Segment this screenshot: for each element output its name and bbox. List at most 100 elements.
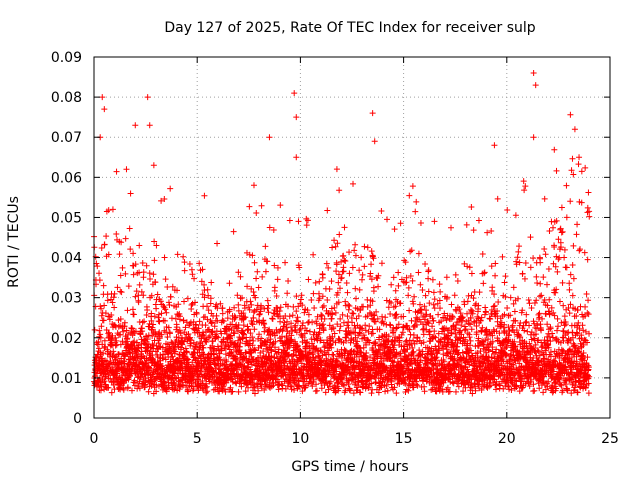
- data-point: [228, 375, 235, 382]
- data-point: [191, 275, 198, 282]
- data-point: [357, 307, 364, 314]
- data-point: [246, 203, 253, 210]
- data-point: [320, 302, 327, 309]
- data-point: [321, 315, 328, 322]
- data-point: [151, 238, 158, 245]
- data-point: [352, 241, 359, 248]
- data-point: [318, 380, 325, 387]
- data-point: [258, 304, 265, 311]
- data-point: [102, 310, 109, 317]
- data-point: [361, 243, 368, 250]
- data-point: [108, 336, 115, 343]
- data-point: [227, 332, 234, 339]
- data-point: [185, 356, 192, 363]
- data-point: [239, 294, 246, 301]
- data-point: [301, 330, 308, 337]
- data-point: [327, 378, 334, 385]
- data-point: [145, 332, 152, 339]
- data-point: [340, 268, 347, 275]
- data-point: [356, 330, 363, 337]
- data-point: [274, 264, 281, 271]
- data-point: [240, 331, 247, 338]
- data-point: [91, 326, 98, 333]
- data-point: [167, 185, 174, 192]
- data-point: [95, 338, 102, 345]
- data-point: [286, 217, 293, 224]
- data-point: [188, 365, 195, 372]
- data-point: [316, 295, 323, 302]
- data-point: [355, 312, 362, 319]
- data-point: [109, 206, 116, 213]
- data-point: [161, 195, 168, 202]
- data-point: [207, 332, 214, 339]
- data-point: [110, 294, 117, 301]
- data-point: [126, 349, 133, 356]
- data-point: [320, 327, 327, 334]
- data-point: [265, 309, 272, 316]
- data-point: [189, 359, 196, 366]
- data-point: [193, 310, 200, 317]
- data-point: [155, 311, 162, 318]
- data-point: [242, 314, 249, 321]
- data-point: [310, 251, 317, 258]
- data-point: [249, 334, 256, 341]
- data-point: [100, 358, 107, 365]
- data-point: [181, 259, 188, 266]
- data-point: [352, 285, 359, 292]
- data-point: [247, 330, 254, 337]
- data-point: [334, 289, 341, 296]
- data-point: [303, 340, 310, 347]
- data-point: [331, 237, 338, 244]
- data-point: [130, 250, 137, 257]
- data-point: [161, 317, 168, 324]
- data-point: [250, 288, 257, 295]
- data-point: [114, 370, 121, 377]
- data-point: [143, 311, 150, 318]
- data-point: [335, 385, 342, 392]
- data-point: [108, 341, 115, 348]
- data-point: [264, 305, 271, 312]
- data-point: [162, 306, 169, 313]
- data-point: [363, 341, 370, 348]
- data-point: [248, 361, 255, 368]
- data-point: [273, 293, 280, 300]
- data-point: [155, 318, 162, 325]
- data-point: [253, 209, 260, 216]
- data-point: [153, 382, 160, 389]
- data-point: [198, 278, 205, 285]
- data-point: [279, 327, 286, 334]
- data-point: [310, 376, 317, 383]
- data-point: [255, 284, 262, 291]
- data-point: [342, 298, 349, 305]
- data-point: [301, 309, 308, 316]
- data-point: [303, 327, 310, 334]
- data-point: [327, 341, 334, 348]
- data-point: [153, 388, 160, 395]
- data-point: [361, 335, 368, 342]
- data-point: [201, 294, 208, 301]
- data-point: [240, 330, 247, 337]
- data-point: [251, 390, 258, 397]
- data-point: [176, 386, 183, 393]
- data-point: [155, 330, 162, 337]
- data-point: [211, 323, 218, 330]
- data-point: [98, 312, 105, 319]
- data-point: [337, 285, 344, 292]
- data-point: [144, 307, 151, 314]
- data-point: [155, 340, 162, 347]
- data-point: [184, 295, 191, 302]
- data-point: [308, 296, 315, 303]
- data-point: [114, 284, 121, 291]
- data-point: [344, 313, 351, 320]
- data-point: [215, 334, 222, 341]
- data-point: [206, 358, 213, 365]
- data-point: [279, 382, 286, 389]
- data-point: [229, 388, 236, 395]
- data-point: [183, 349, 190, 356]
- data-point: [122, 235, 129, 242]
- data-point: [122, 270, 129, 277]
- data-point: [340, 319, 347, 326]
- data-point: [177, 313, 184, 320]
- data-point: [185, 388, 192, 395]
- data-point: [364, 244, 371, 251]
